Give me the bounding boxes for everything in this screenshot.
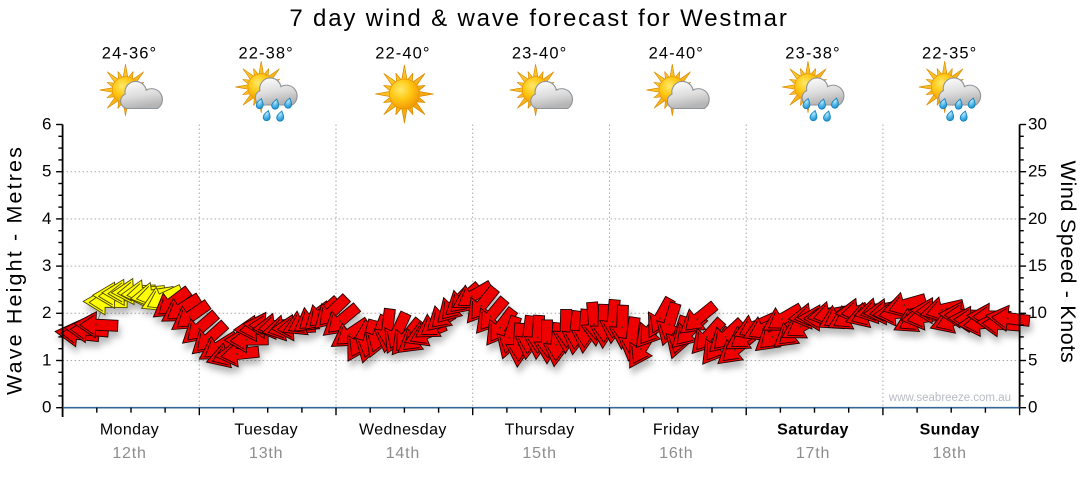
svg-text:23-40°: 23-40° (512, 44, 567, 62)
svg-text:Monday: Monday (100, 422, 159, 439)
svg-text:Wednesday: Wednesday (359, 422, 447, 439)
svg-text:24-40°: 24-40° (649, 44, 704, 62)
svg-text:Wave Height - Metres: Wave Height - Metres (3, 145, 27, 395)
svg-text:15: 15 (1028, 256, 1047, 275)
svg-text:7 day wind & wave forecast for: 7 day wind & wave forecast for Westmar (289, 5, 788, 32)
svg-text:18th: 18th (933, 445, 967, 462)
svg-text:Saturday: Saturday (777, 422, 849, 439)
svg-text:12th: 12th (112, 445, 146, 462)
svg-text:23-38°: 23-38° (785, 44, 840, 62)
svg-text:20: 20 (1028, 209, 1047, 228)
svg-text:1: 1 (42, 350, 51, 369)
svg-text:22-35°: 22-35° (922, 44, 977, 62)
svg-text:6: 6 (42, 114, 51, 133)
svg-text:10: 10 (1028, 303, 1047, 322)
svg-text:www.seabreeze.com.au: www.seabreeze.com.au (888, 392, 1011, 404)
svg-text:3: 3 (42, 256, 51, 275)
svg-text:Tuesday: Tuesday (234, 422, 298, 439)
svg-text:0: 0 (42, 398, 51, 417)
svg-text:17th: 17th (796, 445, 830, 462)
svg-text:22-40°: 22-40° (375, 44, 430, 62)
svg-text:Wind Speed - Knots: Wind Speed - Knots (1056, 161, 1080, 364)
svg-text:24-36°: 24-36° (102, 44, 157, 62)
svg-text:25: 25 (1028, 162, 1047, 181)
svg-text:22-38°: 22-38° (238, 44, 293, 62)
svg-text:5: 5 (1028, 350, 1037, 369)
svg-text:13th: 13th (249, 445, 283, 462)
svg-text:Friday: Friday (653, 422, 700, 439)
svg-text:0: 0 (1028, 398, 1037, 417)
svg-text:Thursday: Thursday (505, 422, 575, 439)
svg-text:30: 30 (1028, 114, 1047, 133)
svg-text:14th: 14th (386, 445, 420, 462)
svg-text:Sunday: Sunday (920, 422, 980, 439)
svg-text:16th: 16th (659, 445, 693, 462)
svg-text:5: 5 (42, 162, 51, 181)
svg-text:15th: 15th (522, 445, 556, 462)
svg-text:4: 4 (42, 209, 51, 228)
svg-text:2: 2 (42, 303, 51, 322)
